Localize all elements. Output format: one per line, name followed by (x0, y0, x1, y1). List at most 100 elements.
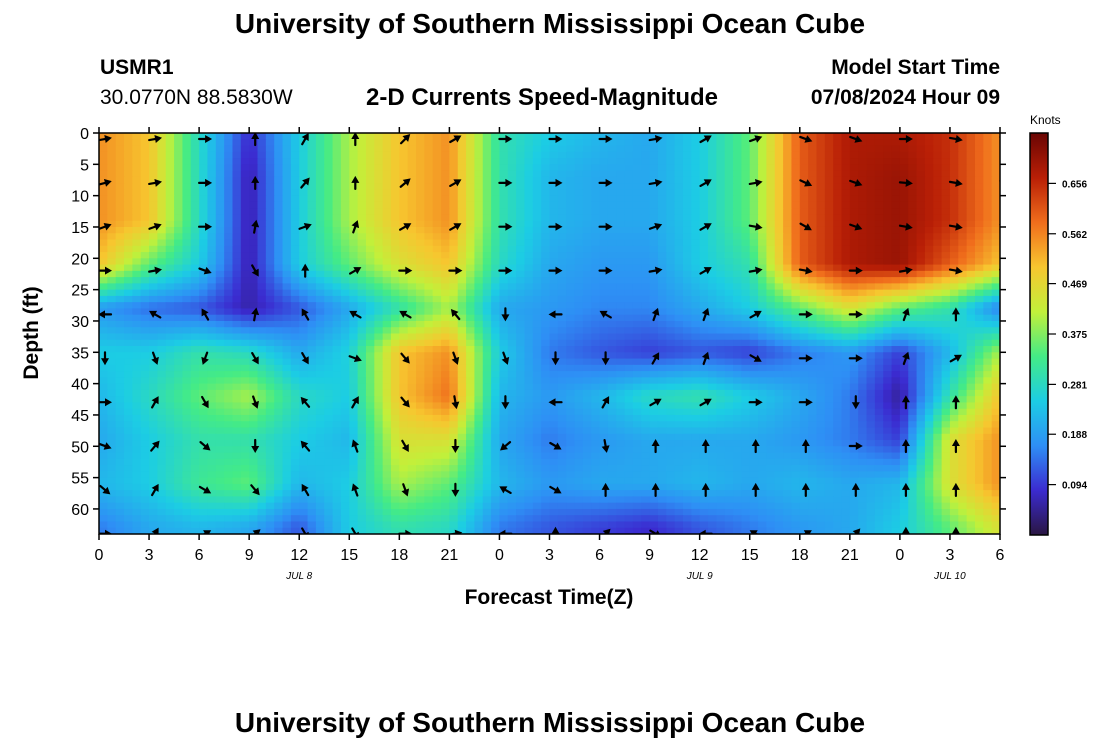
heatmap-cell (340, 151, 350, 159)
heatmap-cell (199, 214, 209, 222)
heatmap-cell (541, 408, 551, 416)
heatmap-cell (632, 201, 642, 209)
heatmap-cell (958, 308, 968, 316)
heatmap-cell (332, 377, 342, 385)
heatmap-cell (416, 145, 425, 153)
heatmap-cell (449, 389, 459, 397)
heatmap-cell (841, 158, 851, 165)
heatmap-cell (407, 302, 417, 310)
heatmap-cell (949, 189, 959, 197)
heatmap-cell (190, 220, 200, 228)
heatmap-cell (416, 183, 425, 190)
heatmap-cell (307, 320, 317, 328)
heatmap-cell (666, 346, 676, 353)
heatmap-cell (240, 139, 250, 147)
heatmap-cell (399, 151, 409, 159)
heatmap-cell (399, 277, 409, 284)
heatmap-cell (916, 139, 926, 147)
heatmap-cell (365, 402, 375, 410)
heatmap-cell (699, 195, 709, 203)
heatmap-cell (240, 208, 250, 216)
heatmap-cell (124, 389, 133, 397)
heatmap-cell (157, 333, 167, 341)
heatmap-cell (924, 145, 934, 153)
heatmap-cell (574, 314, 584, 322)
heatmap-cell (916, 383, 926, 391)
heatmap-cell (666, 277, 676, 284)
heatmap-cell (557, 164, 567, 172)
heatmap-cell (149, 158, 158, 165)
heatmap-cell (399, 139, 409, 147)
heatmap-cell (516, 383, 526, 391)
heatmap-cell (240, 133, 250, 140)
heatmap-cell (349, 201, 359, 209)
heatmap-cell (199, 245, 209, 253)
heatmap-cell (165, 346, 175, 353)
heatmap-cell (891, 164, 901, 172)
heatmap-cell (516, 201, 526, 209)
heatmap-cell (174, 195, 184, 203)
heatmap-cell (340, 389, 350, 397)
heatmap-cell (541, 252, 551, 259)
heatmap-cell (224, 302, 234, 310)
heatmap-cell (157, 220, 167, 228)
heatmap-cell (390, 346, 400, 353)
heatmap-cell (557, 333, 567, 341)
heatmap-cell (708, 414, 717, 422)
heatmap-cell (466, 295, 476, 303)
heatmap-cell (416, 383, 425, 391)
heatmap-cell (99, 170, 108, 178)
heatmap-cell (758, 383, 767, 391)
heatmap-cell (566, 164, 576, 172)
heatmap-cell (908, 151, 918, 159)
heatmap-cell (766, 352, 776, 360)
heatmap-cell (224, 277, 234, 284)
heatmap-cell (207, 371, 217, 378)
heatmap-cell (466, 164, 476, 172)
heatmap-cell (849, 383, 859, 391)
heatmap-cell (541, 371, 551, 378)
heatmap-cell (766, 226, 776, 234)
heatmap-cell (499, 358, 509, 366)
heatmap-cell (691, 226, 701, 234)
heatmap-cell (457, 339, 467, 347)
heatmap-cell (791, 239, 801, 247)
heatmap-cell (115, 327, 125, 335)
heatmap-cell (699, 339, 709, 347)
heatmap-cell (324, 396, 334, 404)
heatmap-cell (791, 151, 801, 159)
heatmap-cell (182, 383, 192, 391)
heatmap-cell (582, 302, 592, 310)
heatmap-cell (866, 151, 876, 159)
heatmap-cell (616, 158, 626, 165)
heatmap-cell (966, 245, 976, 253)
heatmap-cell (107, 295, 117, 303)
heatmap-cell (766, 170, 776, 178)
heatmap-cell (157, 195, 167, 203)
heatmap-cell (566, 277, 576, 284)
heatmap-cell (733, 170, 742, 178)
heatmap-cell (858, 289, 868, 297)
heatmap-cell (674, 139, 684, 147)
heatmap-cell (874, 327, 884, 335)
heatmap-cell (290, 339, 300, 347)
heatmap-cell (349, 314, 359, 322)
heatmap-cell (924, 264, 934, 272)
heatmap-cell (315, 414, 325, 422)
heatmap-cell (374, 346, 384, 353)
heatmap-cell (708, 295, 717, 303)
heatmap-cell (382, 214, 392, 222)
heatmap-cell (274, 208, 284, 216)
heatmap-cell (624, 252, 634, 259)
heatmap-cell (474, 139, 484, 147)
heatmap-cell (791, 264, 801, 272)
heatmap-cell (507, 189, 517, 197)
heatmap-cell (365, 151, 375, 159)
heatmap-cell (891, 383, 901, 391)
heatmap-cell (307, 201, 317, 209)
heatmap-cell (432, 245, 442, 253)
heatmap-cell (724, 327, 734, 335)
heatmap-cell (758, 364, 767, 372)
heatmap-cell (883, 183, 893, 190)
heatmap-cell (541, 302, 551, 310)
